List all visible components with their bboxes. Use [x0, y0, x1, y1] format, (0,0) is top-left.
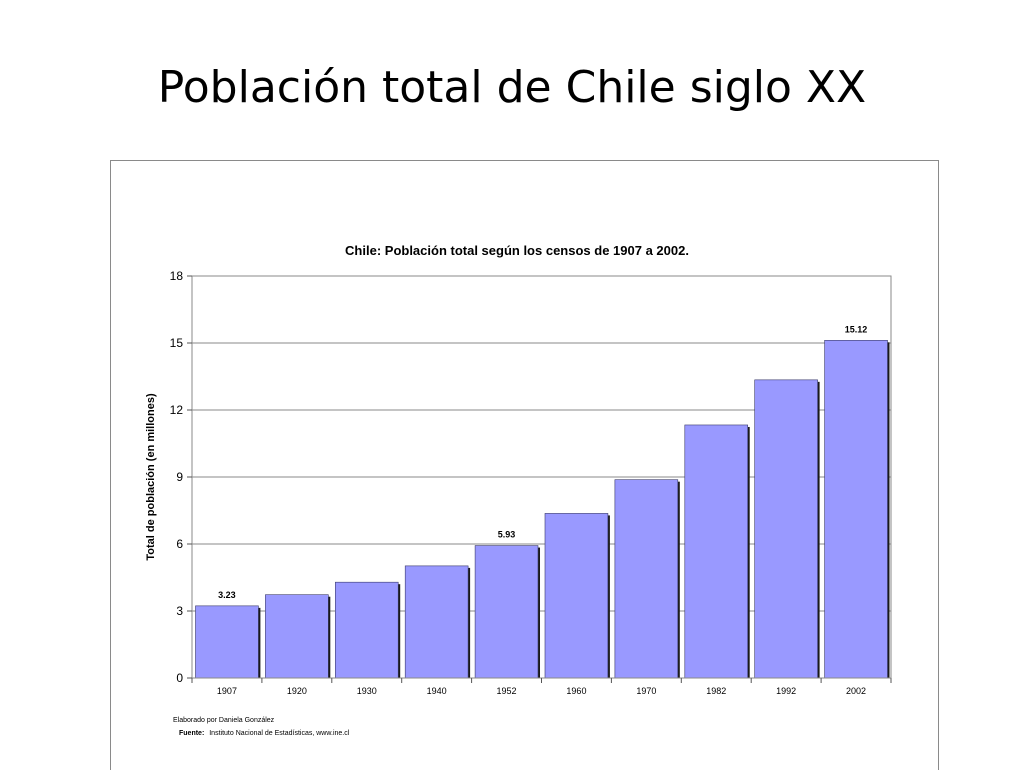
labels: 0 3 6 9 12 15 18 1907 1920 1930 1940 1952 1960 1970 19… — [170, 269, 868, 696]
bar-1992 — [754, 379, 818, 679]
x-tick-label: 1982 — [706, 686, 726, 696]
x-tick-label: 1960 — [566, 686, 586, 696]
y-tick-label: 6 — [176, 537, 183, 551]
slide-title: Población total de Chile siglo XX — [157, 62, 867, 113]
data-label: 15.12 — [845, 324, 868, 334]
source-label: Fuente: — [179, 730, 204, 737]
bars — [195, 340, 890, 679]
x-tick-label: 1992 — [776, 686, 796, 696]
x-tick-label: 1907 — [217, 686, 237, 696]
y-tick-label: 18 — [170, 269, 184, 283]
bar-1940 — [404, 565, 469, 679]
data-label: 5.93 — [498, 530, 516, 540]
axes — [187, 275, 892, 683]
x-tick-label: 1930 — [357, 686, 377, 696]
x-tick-label: 1940 — [427, 686, 447, 696]
bar-1970 — [614, 479, 679, 679]
y-axis-label: Total de población (en millones) — [145, 393, 157, 561]
x-tick-label: 1952 — [497, 686, 517, 696]
y-tick-label: 9 — [176, 470, 183, 484]
bar-1930 — [334, 581, 399, 679]
y-tick-label: 12 — [170, 403, 184, 417]
bar-1907 — [195, 605, 259, 679]
bar-1982 — [684, 424, 749, 679]
credit-note: Elaborado por Daniela González — [173, 717, 275, 724]
bar-chart: Chile: Población total según los censos … — [145, 243, 892, 737]
data-label: 3.23 — [218, 590, 236, 600]
source-note: Fuente: Instituto Nacional de Estadístic… — [179, 730, 350, 737]
x-tick-label: 1920 — [287, 686, 307, 696]
x-tick-label: 2002 — [846, 686, 866, 696]
y-tick-label: 15 — [170, 336, 184, 350]
bar-1960 — [544, 513, 609, 679]
y-tick-label: 0 — [176, 671, 183, 685]
chart-frame: Chile: Población total según los censos … — [110, 160, 939, 770]
bar-1952 — [474, 545, 539, 679]
source-text: Instituto Nacional de Estadísticas, www.… — [209, 730, 350, 737]
x-tick-label: 1970 — [636, 686, 656, 696]
y-tick-label: 3 — [176, 604, 183, 618]
chart-title: Chile: Población total según los censos … — [345, 243, 689, 258]
bar-1920 — [265, 594, 329, 679]
bar-2002 — [824, 340, 888, 679]
